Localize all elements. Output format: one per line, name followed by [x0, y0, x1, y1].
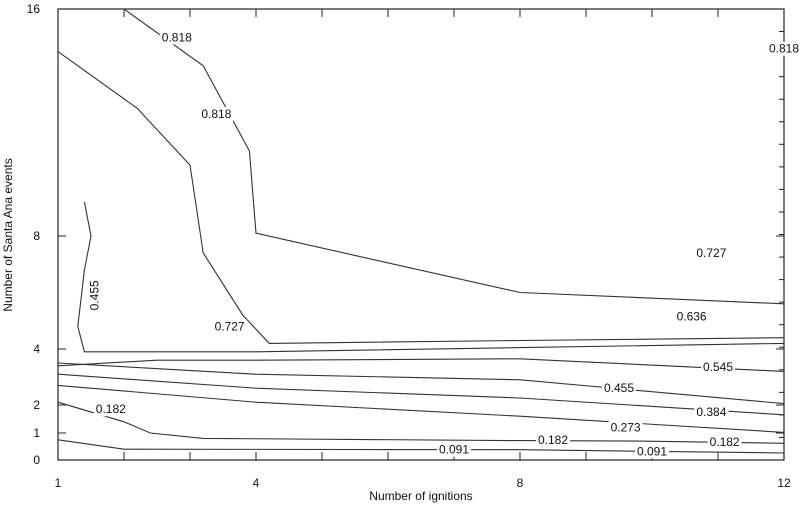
- contour-label-0.455: 0.455: [604, 381, 634, 395]
- contour-label-bg: [159, 30, 194, 45]
- contour-line-0.636: [77, 201, 785, 353]
- contour-label-0.273: 0.273: [611, 420, 641, 434]
- plot-area-frame: [57, 8, 785, 461]
- contour-label-bg: [694, 405, 729, 419]
- contour-label-0.091: 0.091: [637, 444, 667, 458]
- y-tick-label: 4: [33, 342, 40, 356]
- contour-label-bg: [212, 319, 247, 334]
- contour-label-bg: [87, 278, 102, 313]
- contour-label-bg: [437, 442, 471, 457]
- contour-line-0.384: [57, 373, 785, 416]
- y-axis-title: Number of Santa Ana events: [1, 158, 15, 311]
- contour-label-0.182: 0.182: [710, 435, 740, 449]
- contour-label-bg: [602, 381, 636, 396]
- contour-label-0.384: 0.384: [696, 405, 726, 419]
- contour-label-0.182: 0.182: [96, 402, 126, 416]
- contour-line-0.727: [57, 51, 785, 344]
- contour-label-bg: [93, 402, 128, 417]
- x-tick-label: 1: [55, 476, 62, 490]
- contour-line-0.545: [57, 358, 785, 372]
- x-axis-title: Number of ignitions: [369, 489, 472, 503]
- contour-label-bg: [694, 245, 729, 260]
- contour-label-0.455-vertical: 0.455: [87, 280, 101, 310]
- contour-label-bg: [608, 420, 643, 435]
- contour-label-bg: [701, 360, 735, 375]
- contour-label-0.727: 0.727: [696, 246, 726, 260]
- contour-label-0.636: 0.636: [677, 310, 707, 324]
- y-tick-label: 2: [33, 398, 40, 412]
- y-tick-label: 0: [33, 453, 40, 467]
- y-tick-label: 1: [33, 426, 40, 440]
- contour-label-0.818: 0.818: [769, 42, 799, 56]
- contour-label-bg: [674, 309, 709, 324]
- contour-label-bg: [707, 435, 742, 450]
- contour-lines: [57, 8, 785, 454]
- contour-label-bg: [767, 41, 801, 56]
- contour-label-0.091: 0.091: [439, 443, 469, 457]
- contour-label-0.545: 0.545: [703, 360, 733, 374]
- contour-labels: 0.091 0.091 0.182 0.182 0.182 0.273 0.384 0.455…: [87, 30, 801, 459]
- contour-line-0.273: [57, 384, 785, 433]
- x-tick-label: 12: [777, 476, 791, 490]
- contour-label-bg: [536, 432, 570, 447]
- tick-marks: [57, 8, 785, 461]
- contour-label-0.818: 0.818: [162, 30, 192, 44]
- contour-label-0.727: 0.727: [215, 319, 245, 333]
- contour-label-bg: [635, 444, 669, 459]
- x-tick-label: 4: [253, 476, 260, 490]
- y-tick-label: 8: [33, 229, 40, 243]
- x-tick-label: 8: [517, 476, 524, 490]
- y-tick-label: 16: [27, 2, 41, 16]
- contour-line-0.818: [123, 8, 785, 305]
- contour-line-0.182: [57, 401, 785, 444]
- contour-line-0.455: [57, 362, 785, 405]
- contour-label-bg: [199, 106, 234, 121]
- contour-label-0.818: 0.818: [201, 107, 231, 121]
- contour-label-0.182: 0.182: [538, 433, 568, 447]
